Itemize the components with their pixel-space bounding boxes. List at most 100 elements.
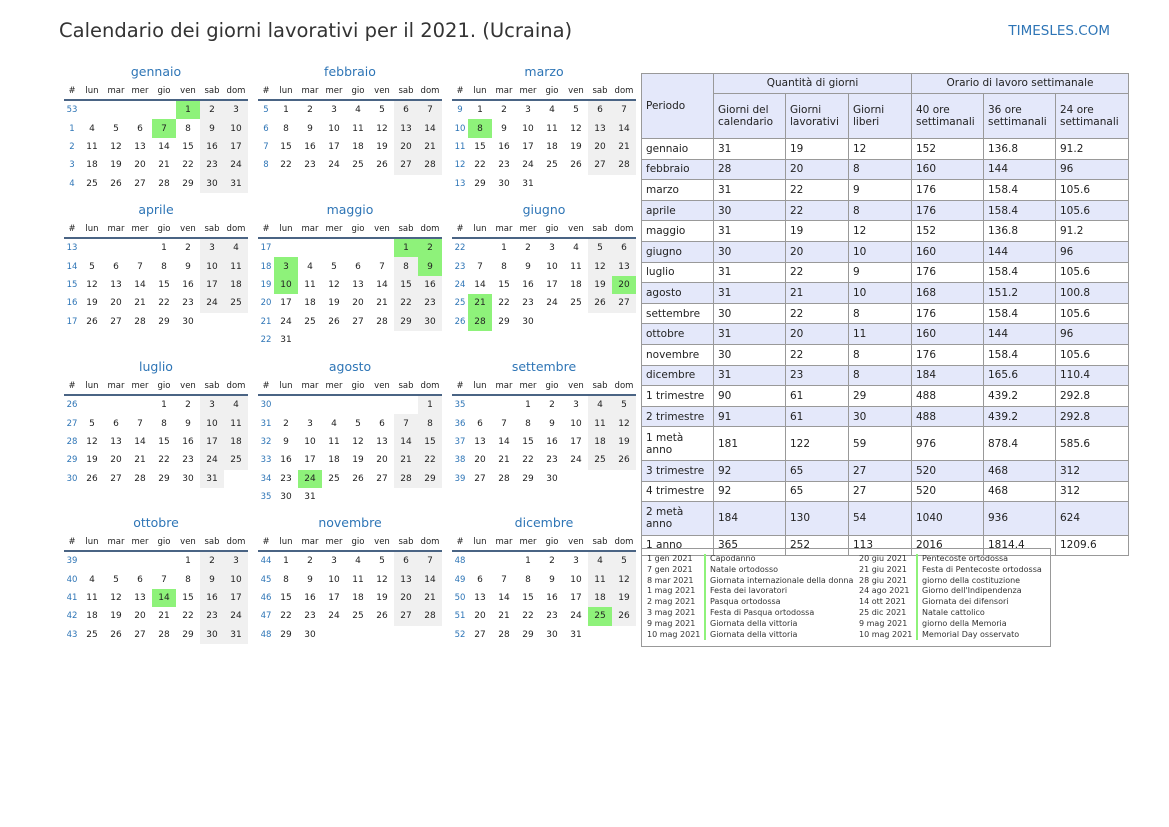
day-cell[interactable]: 25 bbox=[86, 629, 98, 640]
day-cell[interactable]: 24 bbox=[522, 160, 534, 171]
day-cell[interactable]: 15 bbox=[394, 275, 418, 295]
day-cell[interactable]: 4 bbox=[307, 261, 313, 272]
day-cell[interactable]: 11 bbox=[352, 123, 364, 134]
day-cell[interactable]: 13 bbox=[474, 436, 486, 447]
day-cell[interactable]: 30 bbox=[182, 473, 194, 484]
day-cell[interactable]: 27 bbox=[110, 473, 122, 484]
day-cell[interactable]: 25 bbox=[224, 451, 248, 470]
day-cell[interactable]: 7 bbox=[161, 574, 167, 585]
day-cell[interactable]: 28 bbox=[468, 312, 492, 331]
day-cell[interactable]: 7 bbox=[501, 418, 507, 429]
day-cell[interactable]: 22 bbox=[158, 455, 170, 466]
day-cell[interactable]: 6 bbox=[379, 418, 385, 429]
day-cell[interactable]: 21 bbox=[376, 298, 388, 309]
day-cell[interactable]: 2 bbox=[418, 238, 442, 258]
day-cell[interactable]: 26 bbox=[110, 178, 122, 189]
day-cell[interactable]: 5 bbox=[573, 105, 579, 116]
day-cell[interactable]: 22 bbox=[522, 455, 534, 466]
day-cell[interactable]: 30 bbox=[182, 316, 194, 327]
day-cell[interactable]: 4 bbox=[573, 243, 579, 254]
day-cell[interactable]: 23 bbox=[546, 611, 558, 622]
day-cell[interactable]: 30 bbox=[546, 473, 558, 484]
day-cell[interactable]: 1 bbox=[176, 100, 200, 120]
day-cell[interactable]: 6 bbox=[113, 418, 119, 429]
day-cell[interactable]: 25 bbox=[224, 294, 248, 313]
day-cell[interactable]: 8 bbox=[161, 261, 167, 272]
day-cell[interactable]: 18 bbox=[352, 141, 364, 152]
day-cell[interactable]: 26 bbox=[110, 629, 122, 640]
day-cell[interactable]: 23 bbox=[200, 156, 224, 175]
day-cell[interactable]: 17 bbox=[304, 455, 316, 466]
day-cell[interactable]: 15 bbox=[498, 279, 510, 290]
day-cell[interactable]: 9 bbox=[501, 123, 507, 134]
day-cell[interactable]: 17 bbox=[522, 141, 534, 152]
day-cell[interactable]: 7 bbox=[137, 261, 143, 272]
day-cell[interactable]: 12 bbox=[86, 279, 98, 290]
day-cell[interactable]: 13 bbox=[394, 119, 418, 138]
day-cell[interactable]: 7 bbox=[477, 261, 483, 272]
day-cell[interactable]: 5 bbox=[379, 105, 385, 116]
day-cell[interactable]: 6 bbox=[394, 551, 418, 571]
day-cell[interactable]: 19 bbox=[86, 455, 98, 466]
day-cell[interactable]: 26 bbox=[352, 473, 364, 484]
day-cell[interactable]: 10 bbox=[546, 261, 558, 272]
site-link[interactable]: TIMESLES.COM bbox=[1008, 23, 1110, 39]
day-cell[interactable]: 21 bbox=[418, 137, 442, 157]
day-cell[interactable]: 9 bbox=[549, 574, 555, 585]
day-cell[interactable]: 6 bbox=[477, 418, 483, 429]
day-cell[interactable]: 3 bbox=[200, 395, 224, 415]
day-cell[interactable]: 11 bbox=[224, 414, 248, 433]
day-cell[interactable]: 6 bbox=[477, 574, 483, 585]
day-cell[interactable]: 7 bbox=[137, 418, 143, 429]
day-cell[interactable]: 28 bbox=[498, 473, 510, 484]
day-cell[interactable]: 18 bbox=[304, 298, 316, 309]
day-cell[interactable]: 20 bbox=[612, 275, 636, 295]
day-cell[interactable]: 8 bbox=[185, 574, 191, 585]
day-cell[interactable]: 2 bbox=[501, 105, 507, 116]
day-cell[interactable]: 31 bbox=[280, 335, 292, 346]
day-cell[interactable]: 5 bbox=[612, 395, 636, 415]
day-cell[interactable]: 19 bbox=[328, 298, 340, 309]
day-cell[interactable]: 29 bbox=[158, 473, 170, 484]
day-cell[interactable]: 13 bbox=[612, 257, 636, 276]
day-cell[interactable]: 17 bbox=[570, 436, 582, 447]
day-cell[interactable]: 8 bbox=[283, 574, 289, 585]
day-cell[interactable]: 9 bbox=[307, 574, 313, 585]
day-cell[interactable]: 22 bbox=[522, 611, 534, 622]
day-cell[interactable]: 4 bbox=[355, 556, 361, 567]
day-cell[interactable]: 19 bbox=[612, 432, 636, 452]
day-cell[interactable]: 20 bbox=[376, 455, 388, 466]
day-cell[interactable]: 11 bbox=[588, 570, 612, 589]
day-cell[interactable]: 9 bbox=[200, 119, 224, 138]
day-cell[interactable]: 13 bbox=[134, 141, 146, 152]
day-cell[interactable]: 11 bbox=[352, 574, 364, 585]
day-cell[interactable]: 27 bbox=[352, 316, 364, 327]
day-cell[interactable]: 3 bbox=[307, 418, 313, 429]
day-cell[interactable]: 6 bbox=[588, 100, 612, 120]
day-cell[interactable]: 18 bbox=[352, 592, 364, 603]
day-cell[interactable]: 24 bbox=[200, 451, 224, 470]
day-cell[interactable]: 17 bbox=[224, 588, 248, 608]
day-cell[interactable]: 23 bbox=[182, 455, 194, 466]
day-cell[interactable]: 24 bbox=[280, 316, 292, 327]
day-cell[interactable]: 11 bbox=[588, 414, 612, 433]
day-cell[interactable]: 3 bbox=[525, 105, 531, 116]
day-cell[interactable]: 5 bbox=[331, 261, 337, 272]
day-cell[interactable]: 2 bbox=[200, 551, 224, 571]
day-cell[interactable]: 17 bbox=[224, 137, 248, 157]
day-cell[interactable]: 17 bbox=[570, 592, 582, 603]
day-cell[interactable]: 25 bbox=[86, 178, 98, 189]
day-cell[interactable]: 6 bbox=[137, 574, 143, 585]
day-cell[interactable]: 31 bbox=[304, 492, 316, 503]
day-cell[interactable]: 27 bbox=[394, 607, 418, 626]
day-cell[interactable]: 17 bbox=[328, 141, 340, 152]
day-cell[interactable]: 18 bbox=[588, 432, 612, 452]
day-cell[interactable]: 8 bbox=[283, 123, 289, 134]
day-cell[interactable]: 1 bbox=[161, 243, 167, 254]
day-cell[interactable]: 10 bbox=[224, 119, 248, 138]
day-cell[interactable]: 4 bbox=[331, 418, 337, 429]
day-cell[interactable]: 22 bbox=[182, 160, 194, 171]
day-cell[interactable]: 19 bbox=[588, 275, 612, 295]
day-cell[interactable]: 18 bbox=[224, 432, 248, 452]
day-cell[interactable]: 20 bbox=[110, 298, 122, 309]
